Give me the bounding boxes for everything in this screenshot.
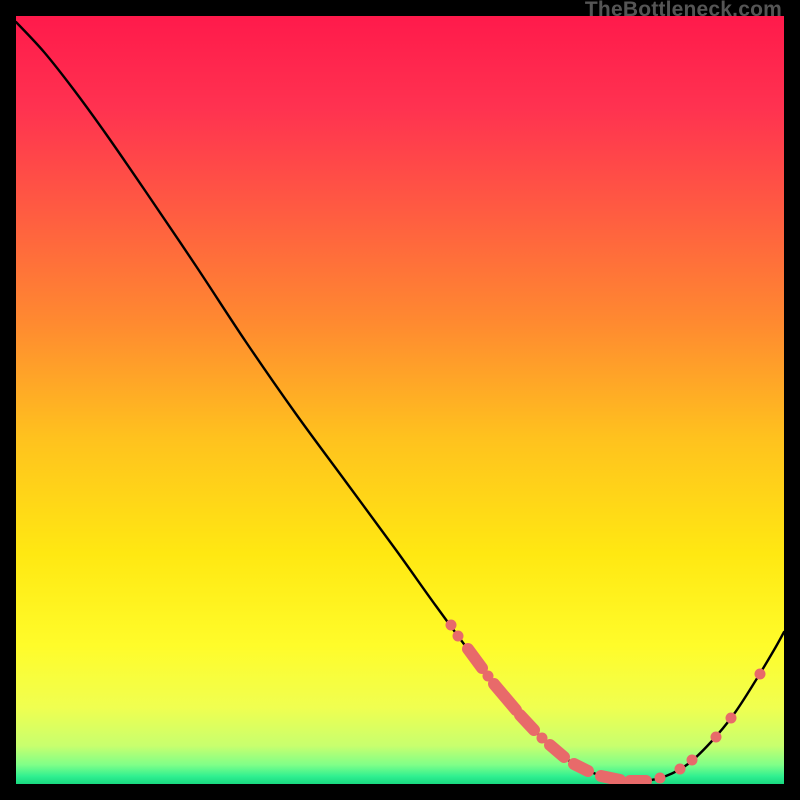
plot-area (16, 16, 784, 784)
outer-frame: TheBottleneck.com (0, 0, 800, 800)
gradient-background (16, 16, 784, 784)
gradient-rect (16, 16, 784, 784)
watermark-text: TheBottleneck.com (585, 0, 782, 22)
